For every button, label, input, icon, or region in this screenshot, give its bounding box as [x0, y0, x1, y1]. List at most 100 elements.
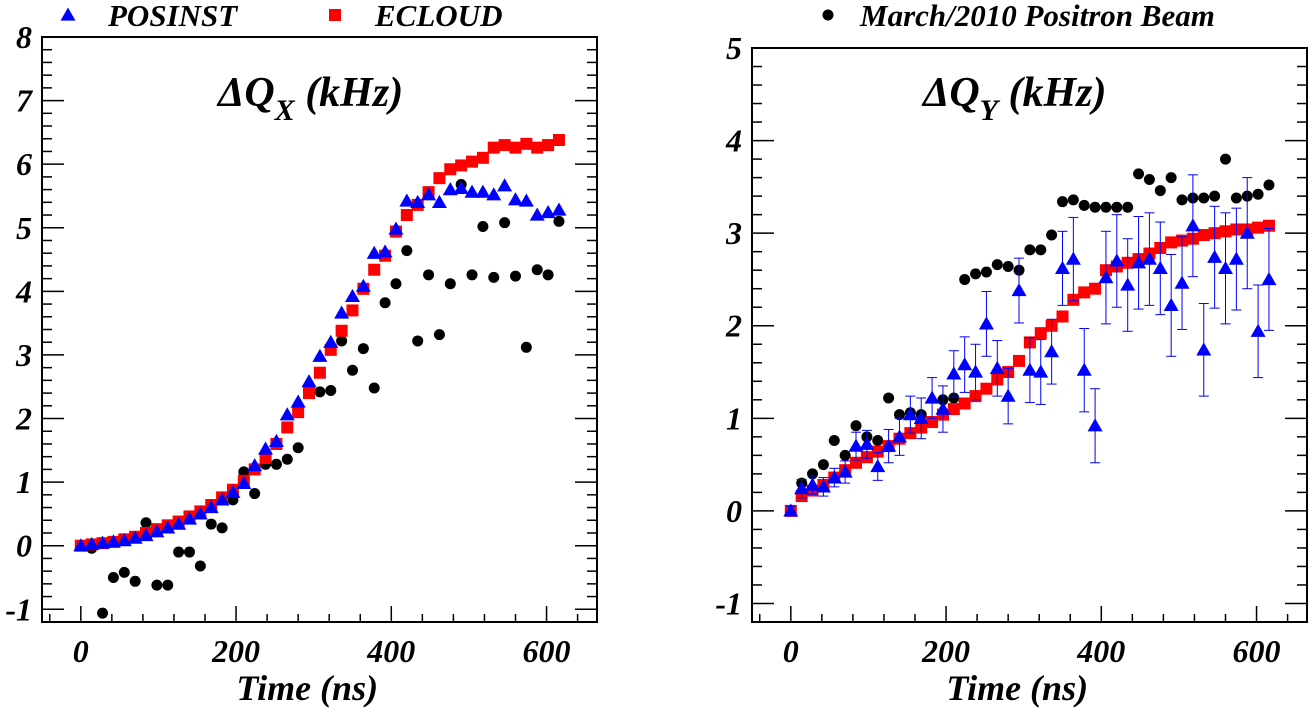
data-point-triangle	[1207, 249, 1223, 263]
data-point-triangle	[815, 479, 831, 493]
data-point-circle	[1056, 196, 1068, 208]
data-point-circle	[194, 560, 206, 572]
data-point-circle	[828, 435, 840, 447]
data-point-circle	[839, 449, 851, 461]
y-tick-label: -1	[715, 585, 742, 621]
data-point-square	[1089, 282, 1102, 295]
data-point-square	[487, 141, 500, 154]
data-point-circle	[980, 266, 992, 278]
data-point-triangle	[794, 481, 810, 495]
data-point-circle	[1165, 172, 1177, 184]
data-point-triangle	[1054, 260, 1070, 274]
data-point-triangle	[1011, 283, 1027, 297]
data-point-circle	[270, 458, 282, 470]
data-point-triangle	[859, 436, 875, 450]
data-point-triangle	[475, 184, 491, 198]
data-point-circle	[1100, 201, 1112, 213]
data-point-triangle	[334, 305, 350, 319]
data-point-triangle	[1217, 260, 1233, 274]
data-point-circle	[1046, 229, 1058, 241]
data-point-circle	[444, 278, 456, 290]
data-point-circle	[499, 217, 511, 229]
data-point-square	[292, 406, 305, 419]
data-point-triangle	[399, 193, 415, 207]
data-point-square	[444, 163, 457, 176]
data-point-circle	[97, 607, 109, 619]
data-point-circle	[118, 566, 130, 578]
y-tick-label: 7	[16, 83, 34, 119]
data-point-triangle	[1185, 218, 1201, 232]
data-point-triangle	[1076, 362, 1092, 376]
data-point-circle	[412, 335, 424, 347]
data-point-circle	[162, 579, 174, 591]
data-point-square	[1013, 354, 1026, 367]
data-point-circle	[379, 297, 391, 309]
plot-frame	[751, 47, 1308, 623]
y-tick-label: -1	[5, 591, 32, 627]
data-point-square	[958, 397, 971, 410]
y-tick-label: 4	[725, 123, 742, 159]
data-point-circle	[1024, 244, 1036, 256]
data-point-square	[552, 134, 565, 147]
data-point-triangle	[116, 533, 132, 547]
data-point-circle	[520, 341, 532, 353]
data-point-triangle	[1141, 251, 1157, 265]
data-point-circle	[959, 273, 971, 285]
data-point-square	[400, 209, 413, 222]
data-point-circle	[1133, 168, 1145, 180]
data-point-triangle	[957, 357, 973, 371]
data-point-circle	[216, 522, 228, 534]
data-point-circle	[509, 270, 521, 282]
data-point-square	[498, 139, 511, 152]
x-tick-label: 200	[211, 633, 260, 669]
data-point-triangle	[1000, 388, 1016, 402]
data-point-square	[509, 141, 522, 154]
data-point-triangle	[968, 364, 984, 378]
data-point-triangle	[1098, 270, 1114, 284]
data-point-triangle	[946, 366, 962, 380]
data-point-circle	[390, 278, 402, 290]
y-tick-label: 4	[15, 273, 32, 309]
y-tick-label: 3	[15, 337, 32, 373]
series-triangle	[73, 178, 567, 552]
data-point-triangle	[783, 503, 799, 517]
data-point-triangle	[344, 288, 360, 303]
data-point-circle	[850, 420, 862, 432]
data-point-triangle	[913, 410, 929, 424]
x-tick-label: 200	[921, 633, 970, 669]
legend-label: March/2010 Positron Beam	[859, 0, 1215, 33]
x-tick-label: 600	[1233, 633, 1281, 669]
legend-marker-circle	[822, 9, 834, 21]
data-point-square	[368, 263, 381, 276]
data-point-triangle	[138, 528, 154, 542]
data-point-triangle	[258, 441, 274, 455]
data-point-circle	[238, 466, 250, 478]
data-point-triangle	[95, 535, 111, 549]
data-point-circle	[433, 329, 445, 341]
data-point-triangle	[323, 334, 339, 348]
y-tick-label: 5	[726, 30, 742, 66]
data-point-triangle	[366, 245, 382, 259]
y-tick-label: 2	[15, 401, 32, 437]
data-point-circle	[872, 435, 884, 447]
data-point-circle	[1035, 244, 1047, 256]
data-point-square	[433, 172, 446, 185]
data-point-circle	[991, 259, 1003, 271]
data-point-circle	[357, 343, 369, 355]
data-point-circle	[140, 517, 152, 529]
data-point-circle	[531, 264, 543, 276]
data-point-triangle	[1163, 297, 1179, 311]
data-point-triangle	[105, 534, 121, 548]
data-point-triangle	[410, 194, 426, 208]
data-point-circle	[401, 245, 413, 257]
x-tick-label: 0	[783, 633, 799, 669]
data-point-triangle	[355, 278, 371, 292]
data-point-circle	[249, 488, 261, 500]
data-point-circle	[466, 269, 478, 281]
panel-delta-qy: 0 200 400 600 -1 0 1 2 3 4 5 Time (ns) ΔQY (kHz)	[715, 30, 1308, 708]
data-point-circle	[1252, 188, 1264, 200]
data-point-triangle	[507, 192, 523, 206]
y-tick-label: 1	[726, 400, 742, 436]
data-point-triangle	[431, 194, 447, 208]
data-point-square	[303, 387, 316, 400]
